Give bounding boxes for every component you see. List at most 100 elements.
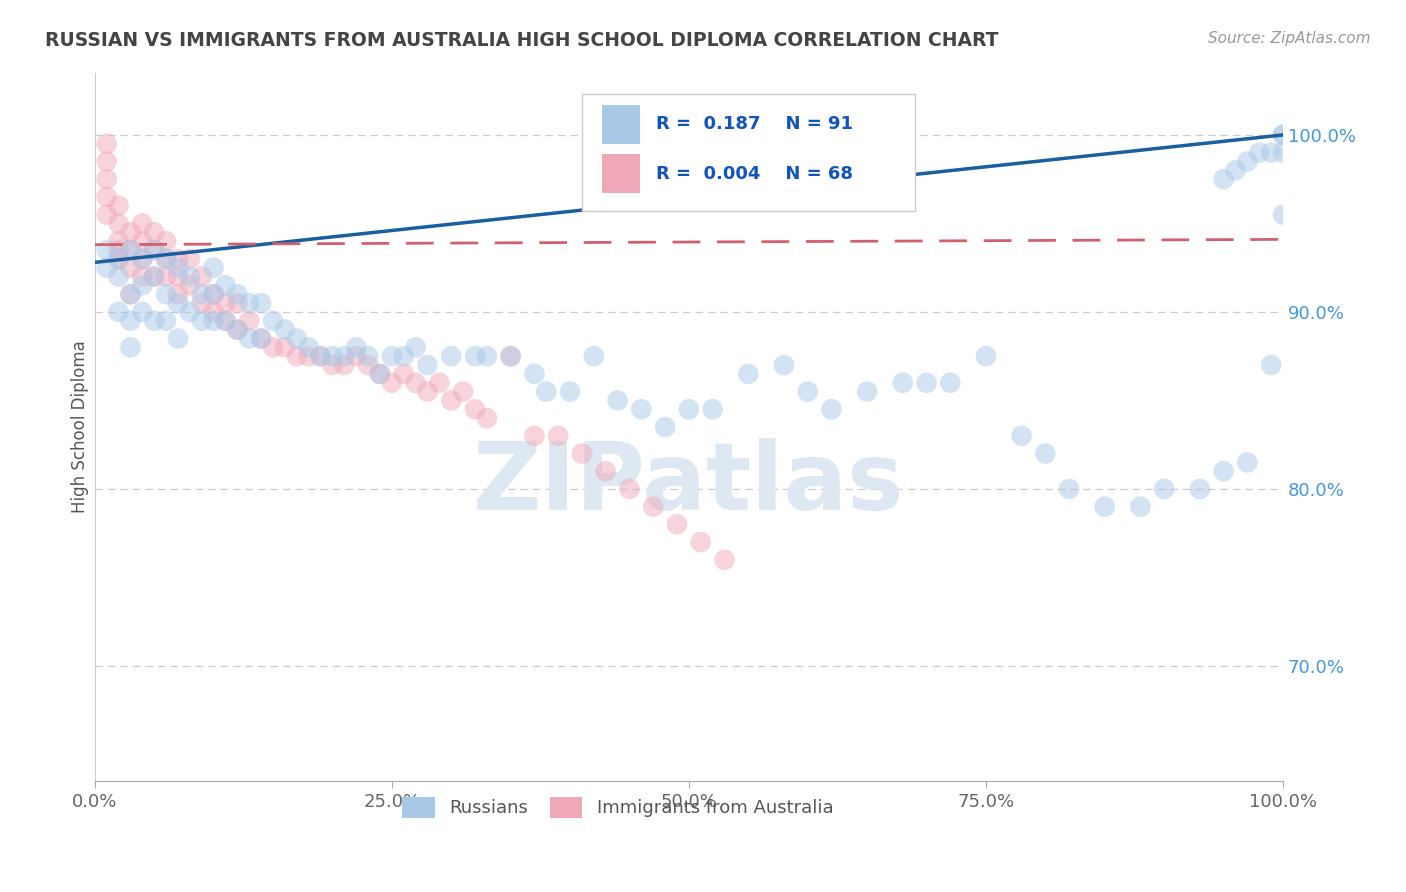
Point bbox=[405, 376, 427, 390]
Point bbox=[595, 464, 617, 478]
Point bbox=[96, 190, 118, 204]
Point bbox=[582, 349, 605, 363]
Point bbox=[344, 349, 367, 363]
Point bbox=[344, 340, 367, 354]
Point bbox=[107, 243, 129, 257]
Point bbox=[285, 331, 308, 345]
Point bbox=[702, 402, 724, 417]
Point bbox=[179, 278, 201, 293]
Point bbox=[202, 314, 225, 328]
Point bbox=[262, 314, 284, 328]
Point bbox=[368, 367, 391, 381]
Point bbox=[226, 296, 249, 310]
Point bbox=[238, 331, 260, 345]
Point bbox=[167, 252, 190, 266]
Point bbox=[131, 252, 153, 266]
Point bbox=[1011, 429, 1033, 443]
Point bbox=[167, 331, 190, 345]
Point bbox=[167, 296, 190, 310]
Point bbox=[298, 349, 321, 363]
Point bbox=[155, 252, 177, 266]
Point bbox=[357, 358, 380, 372]
Text: R =  0.004    N = 68: R = 0.004 N = 68 bbox=[655, 165, 852, 183]
Point bbox=[1260, 145, 1282, 160]
Point bbox=[155, 252, 177, 266]
Point bbox=[120, 340, 142, 354]
Point bbox=[536, 384, 558, 399]
Point bbox=[654, 420, 676, 434]
Point bbox=[143, 243, 166, 257]
Point bbox=[678, 402, 700, 417]
Point bbox=[321, 358, 343, 372]
Point bbox=[190, 296, 212, 310]
Point bbox=[274, 323, 297, 337]
Point bbox=[262, 340, 284, 354]
Point bbox=[120, 314, 142, 328]
Point bbox=[155, 314, 177, 328]
Point bbox=[915, 376, 938, 390]
Point bbox=[392, 367, 415, 381]
Point bbox=[416, 384, 439, 399]
FancyBboxPatch shape bbox=[602, 154, 640, 194]
Point bbox=[131, 269, 153, 284]
Point bbox=[120, 225, 142, 239]
Point bbox=[202, 287, 225, 301]
Point bbox=[214, 314, 236, 328]
Point bbox=[298, 340, 321, 354]
Legend: Russians, Immigrants from Australia: Russians, Immigrants from Australia bbox=[395, 789, 841, 825]
Point bbox=[1212, 464, 1234, 478]
Point bbox=[96, 243, 118, 257]
Point bbox=[155, 234, 177, 248]
Point bbox=[357, 349, 380, 363]
Point bbox=[285, 349, 308, 363]
Point bbox=[381, 376, 404, 390]
Point bbox=[120, 243, 142, 257]
Point bbox=[238, 296, 260, 310]
Point bbox=[107, 199, 129, 213]
Text: RUSSIAN VS IMMIGRANTS FROM AUSTRALIA HIGH SCHOOL DIPLOMA CORRELATION CHART: RUSSIAN VS IMMIGRANTS FROM AUSTRALIA HIG… bbox=[45, 31, 998, 50]
Point bbox=[1272, 128, 1295, 142]
Point bbox=[1260, 358, 1282, 372]
Point bbox=[202, 305, 225, 319]
Point bbox=[416, 358, 439, 372]
Point bbox=[167, 269, 190, 284]
Text: R =  0.187    N = 91: R = 0.187 N = 91 bbox=[655, 115, 852, 133]
Point bbox=[737, 367, 759, 381]
Point bbox=[214, 314, 236, 328]
Point bbox=[666, 517, 689, 532]
Point bbox=[451, 384, 474, 399]
Point bbox=[143, 269, 166, 284]
Point bbox=[630, 402, 652, 417]
Point bbox=[643, 500, 665, 514]
Point bbox=[202, 287, 225, 301]
Point bbox=[274, 340, 297, 354]
Point bbox=[96, 136, 118, 151]
Point bbox=[107, 269, 129, 284]
Point bbox=[547, 429, 569, 443]
Point bbox=[250, 331, 273, 345]
Point bbox=[1212, 172, 1234, 186]
Point bbox=[155, 269, 177, 284]
Point bbox=[226, 323, 249, 337]
Text: ZIPatlas: ZIPatlas bbox=[474, 438, 904, 530]
Point bbox=[214, 278, 236, 293]
Point bbox=[440, 393, 463, 408]
Point bbox=[120, 243, 142, 257]
Point bbox=[107, 305, 129, 319]
Point bbox=[558, 384, 581, 399]
Point bbox=[1272, 128, 1295, 142]
FancyBboxPatch shape bbox=[582, 95, 915, 211]
Point bbox=[440, 349, 463, 363]
Point bbox=[1033, 446, 1056, 460]
Point bbox=[499, 349, 522, 363]
Point bbox=[820, 402, 842, 417]
Point bbox=[309, 349, 332, 363]
Point bbox=[1272, 208, 1295, 222]
Point bbox=[405, 340, 427, 354]
Point bbox=[190, 314, 212, 328]
Point bbox=[1094, 500, 1116, 514]
Point bbox=[143, 243, 166, 257]
Point bbox=[143, 269, 166, 284]
Point bbox=[475, 411, 498, 425]
Point bbox=[464, 402, 486, 417]
